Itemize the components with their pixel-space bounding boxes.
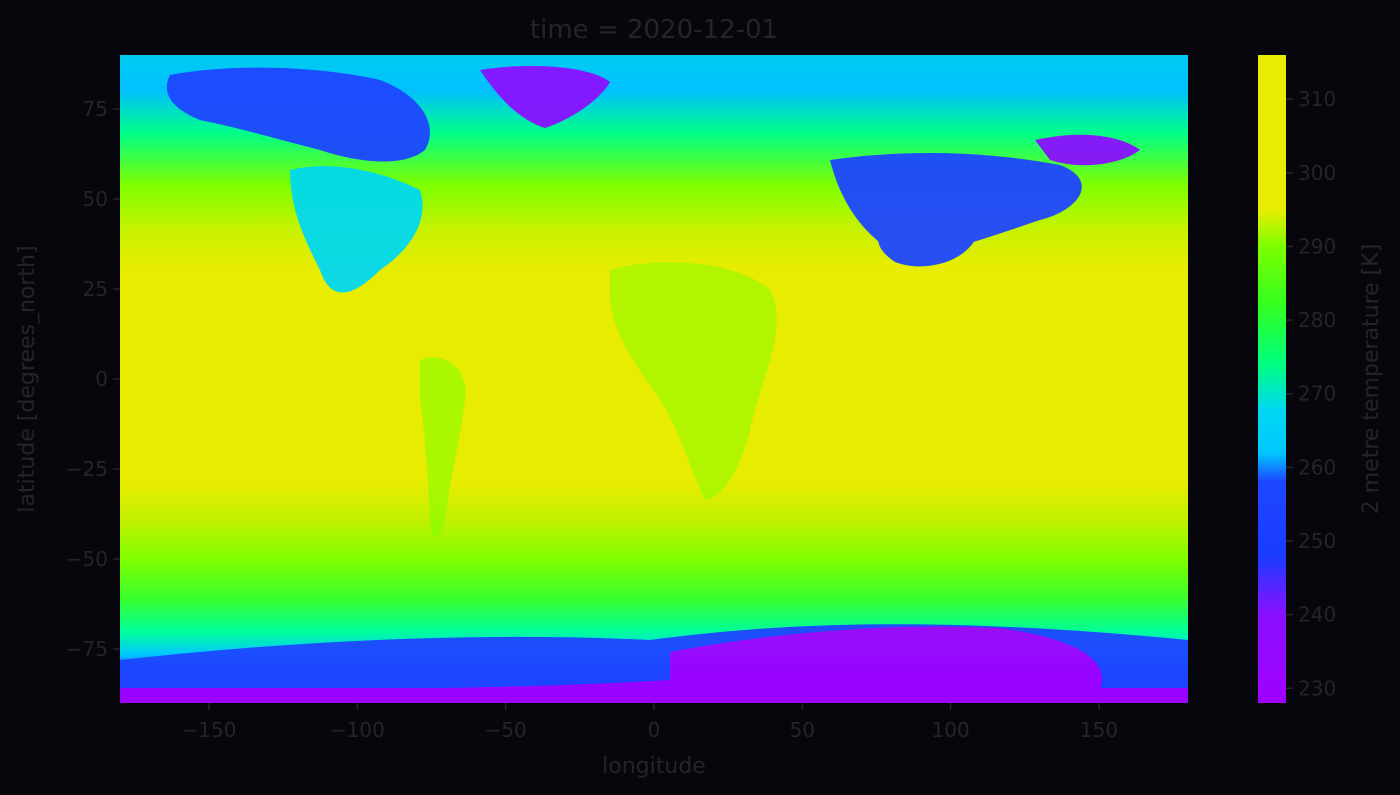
east-siberia-region: [1035, 134, 1140, 166]
colorbar-tick-label: 300: [1298, 161, 1336, 185]
colorbar-tick-label: 260: [1298, 455, 1336, 479]
y-tick-label: 50: [83, 187, 108, 211]
heatmap-field: [120, 55, 1188, 703]
colorbar-label: 2 metre temperature [K]: [1359, 244, 1384, 515]
y-tick-label: 0: [95, 367, 108, 391]
colorbar-ticks: 310 300 290 280 270 260 250 240 230: [1286, 87, 1336, 700]
australia-region: [1008, 416, 1085, 467]
antarctica-edge-region: [120, 688, 1188, 703]
colorbar-tick-label: 270: [1298, 382, 1336, 406]
x-tick-label: −50: [485, 718, 527, 742]
y-axis-label: latitude [degrees_north]: [15, 245, 40, 512]
x-tick-label: 150: [1080, 718, 1118, 742]
y-tick-label: −75: [66, 637, 108, 661]
x-tick-label: −150: [182, 718, 237, 742]
arctic-canada-region: [166, 67, 430, 162]
y-tick-label: −25: [66, 457, 108, 481]
antarctica-interior-region: [120, 626, 1102, 690]
y-tick-label: 75: [83, 97, 108, 121]
x-tick-label: 100: [932, 718, 970, 742]
land-masses: [120, 66, 1188, 703]
colorbar-tick-label: 240: [1298, 603, 1336, 627]
south-america-region: [420, 357, 466, 537]
chart-title: time = 2020-12-01: [530, 15, 778, 45]
x-tick-label: −100: [330, 718, 385, 742]
y-tick-label: 25: [83, 277, 108, 301]
colorbar-tick-label: 310: [1298, 87, 1336, 111]
colorbar-tick-label: 250: [1298, 529, 1336, 553]
greenland-region: [480, 66, 610, 128]
colorbar-tick-label: 280: [1298, 308, 1336, 332]
y-tick-label: −50: [66, 547, 108, 571]
colorbar-tick-label: 230: [1298, 676, 1336, 700]
colorbar-tick-label: 290: [1298, 234, 1336, 258]
y-axis: 75 50 25 0 −25 −50 −75: [66, 97, 120, 661]
north-america-region: [290, 166, 423, 293]
x-tick-label: 50: [790, 718, 815, 742]
africa-region: [610, 262, 777, 500]
colorbar-gradient: [1258, 55, 1286, 703]
x-axis: −150 −100 −50 0 50 100 150: [182, 703, 1118, 742]
tibet-region: [878, 224, 975, 267]
colorbar: 310 300 290 280 270 260 250 240 230 2 metre temp…: [1258, 55, 1384, 703]
x-axis-label: longitude: [602, 754, 706, 779]
x-tick-label: 0: [648, 718, 661, 742]
